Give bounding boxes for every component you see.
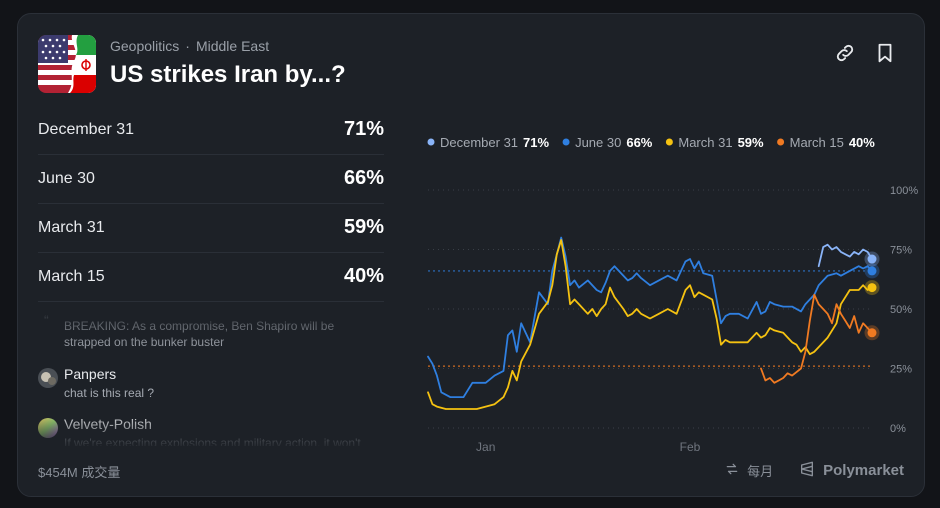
bookmark-icon[interactable] <box>874 42 896 64</box>
outcome-list: December 31 71% June 30 66% March 31 59%… <box>38 106 384 302</box>
market-title: US strikes Iran by...? <box>110 61 346 88</box>
outcome-percent: 40% <box>343 265 384 287</box>
outcome-label: March 15 <box>38 268 105 285</box>
legend-value: 40% <box>849 135 875 150</box>
outcome-row[interactable]: March 31 59% <box>38 204 384 253</box>
us-iran-flag-image <box>38 35 96 93</box>
polymarket-logo-icon <box>799 461 815 480</box>
outcome-label: March 31 <box>38 219 105 236</box>
outcome-row[interactable]: March 15 40% <box>38 253 384 302</box>
comment-feed[interactable]: “ BREAKING: As a compromise, Ben Shapiro… <box>38 310 384 446</box>
x-tick-label: Feb <box>680 440 701 454</box>
avatar[interactable] <box>38 418 58 438</box>
market-card: Geopolitics · Middle East US strikes Iran … <box>17 13 925 497</box>
footer-controls: 每月 Polymarket <box>725 461 904 480</box>
y-tick-label: 50% <box>890 304 912 316</box>
legend-label: December 31 <box>440 135 518 150</box>
comment-text: If we're expecting explosions and milita… <box>64 436 361 446</box>
quote-icon: “ <box>44 312 49 328</box>
legend-dot <box>427 138 435 146</box>
legend-value: 66% <box>626 135 652 150</box>
x-tick-label: Jan <box>476 440 495 454</box>
interval-icon[interactable] <box>725 462 739 479</box>
brand-name[interactable]: Polymarket <box>823 462 904 479</box>
breadcrumb: Geopolitics · Middle East <box>110 38 269 54</box>
outcome-row[interactable]: June 30 66% <box>38 155 384 204</box>
comment-user[interactable]: Velvety-Polish <box>64 416 152 432</box>
outcome-percent: 66% <box>343 167 384 189</box>
avatar[interactable] <box>38 368 58 388</box>
legend-dot <box>665 138 673 146</box>
series-line <box>760 293 873 384</box>
legend-dot <box>562 138 570 146</box>
comment-user[interactable]: Panpers <box>64 366 117 382</box>
comment-text: BREAKING: As a compromise, Ben Shapiro w… <box>64 319 335 349</box>
legend-value: 59% <box>738 135 764 150</box>
link-icon[interactable] <box>834 42 856 64</box>
series-end-marker <box>867 328 877 338</box>
price-chart[interactable]: December 31 71% June 30 66% March 31 59% March… <box>392 114 922 454</box>
series-line <box>427 239 873 410</box>
outcome-percent: 59% <box>343 216 384 238</box>
legend-label: March 31 <box>678 135 732 150</box>
series-line <box>427 236 873 399</box>
breadcrumb-category[interactable]: Geopolitics <box>110 38 180 54</box>
series-end-marker <box>867 283 877 293</box>
outcome-label: December 31 <box>38 121 135 138</box>
outcome-row[interactable]: December 31 71% <box>38 106 384 155</box>
breadcrumb-separator: · <box>185 38 190 54</box>
breadcrumb-subcategory[interactable]: Middle East <box>195 38 270 54</box>
legend-value: 71% <box>523 135 549 150</box>
comment-text: chat is this real ? <box>64 386 155 400</box>
outcome-percent: 71% <box>343 118 384 140</box>
legend-label: June 30 <box>575 135 621 150</box>
y-tick-label: 25% <box>890 364 912 376</box>
series-end-marker <box>867 266 877 276</box>
series-end-marker <box>867 254 877 264</box>
interval-selector[interactable]: 每月 <box>747 464 774 479</box>
y-tick-label: 0% <box>890 423 906 435</box>
y-tick-label: 75% <box>890 245 912 257</box>
series-line <box>817 243 873 268</box>
legend-dot <box>777 138 785 146</box>
y-tick-label: 100% <box>890 185 918 197</box>
volume-label: $454M 成交量 <box>38 465 121 480</box>
outcome-label: June 30 <box>38 170 95 187</box>
legend-label: March 15 <box>790 135 844 150</box>
